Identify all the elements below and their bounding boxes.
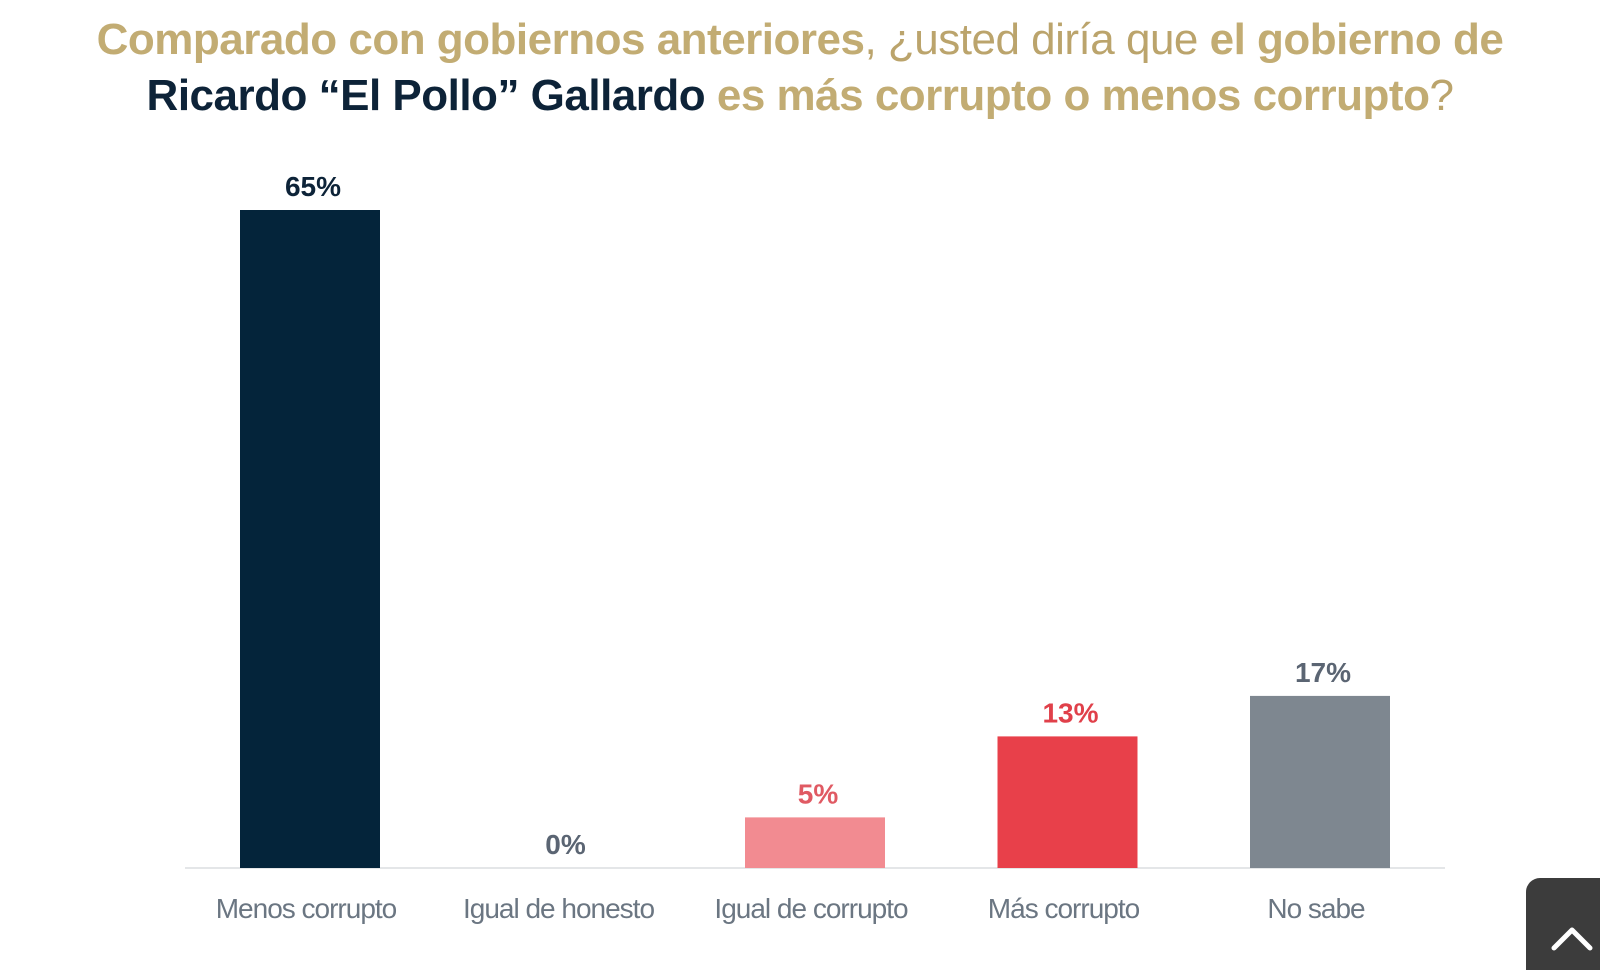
chevron-up-icon bbox=[1551, 927, 1593, 951]
scroll-to-top-button[interactable] bbox=[1526, 878, 1600, 970]
category-label-4: Más corrupto bbox=[988, 893, 1140, 924]
value-label-4: 13% bbox=[1042, 697, 1098, 728]
category-label-1: Menos corrupto bbox=[216, 893, 397, 924]
value-label-1: 65% bbox=[285, 171, 341, 202]
title-part-2: , ¿usted diría que bbox=[864, 15, 1210, 64]
category-labels-group: Menos corrupto Igual de honesto Igual de c… bbox=[216, 893, 1366, 924]
title-part-6: ? bbox=[1429, 71, 1454, 120]
bar-3 bbox=[745, 817, 885, 868]
category-label-3: Igual de corrupto bbox=[714, 893, 908, 924]
value-label-5: 17% bbox=[1295, 657, 1351, 688]
value-labels-group: 65% 0% 5% 13% 17% bbox=[285, 171, 1351, 860]
title-part-4: Ricardo “El Pollo” Gallardo bbox=[146, 71, 706, 120]
category-label-5: No sabe bbox=[1267, 893, 1365, 924]
bar-5 bbox=[1250, 695, 1390, 868]
title-part-3: el gobierno de bbox=[1209, 15, 1504, 64]
value-label-2: 0% bbox=[545, 829, 586, 860]
bar-1 bbox=[240, 210, 380, 868]
category-label-2: Igual de honesto bbox=[463, 893, 654, 924]
bars-group bbox=[240, 210, 1390, 868]
title-part-5: es más corrupto o menos corrupto bbox=[705, 71, 1430, 120]
bar-4 bbox=[997, 736, 1138, 868]
chart-title: Comparado con gobiernos anteriores, ¿ust… bbox=[20, 12, 1580, 124]
bar-chart: 65% 0% 5% 13% 17% Menos corrupto Igual de hon… bbox=[185, 171, 1445, 924]
title-part-1: Comparado con gobiernos anteriores bbox=[96, 15, 865, 64]
value-label-3: 5% bbox=[798, 778, 839, 809]
